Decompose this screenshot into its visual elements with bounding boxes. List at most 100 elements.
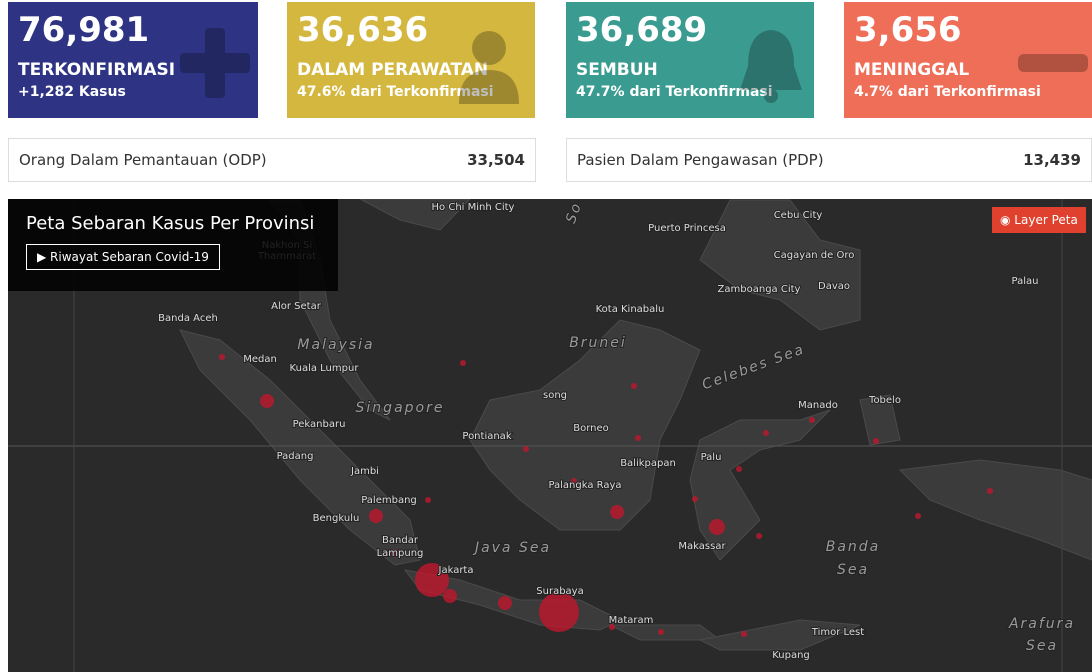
- case-circle[interactable]: [539, 592, 579, 632]
- case-circle[interactable]: [873, 438, 879, 444]
- place-label: Sea: [837, 562, 869, 578]
- place-label: Pekanbaru: [293, 419, 346, 430]
- case-circle[interactable]: [736, 466, 742, 472]
- case-circle[interactable]: [571, 478, 577, 484]
- place-label: Timor Lest: [811, 627, 864, 638]
- place-label: Lampung: [377, 548, 424, 559]
- card: 36,636 DALAM PERAWATAN 47.6% dari Terkon…: [287, 2, 535, 118]
- case-circle[interactable]: [709, 519, 725, 535]
- place-label: Ho Chi Minh City: [432, 202, 515, 213]
- case-circle[interactable]: [756, 533, 762, 539]
- case-circle[interactable]: [915, 513, 921, 519]
- case-circle[interactable]: [369, 509, 383, 523]
- case-circle[interactable]: [260, 394, 274, 408]
- place-label: Palembang: [361, 495, 417, 506]
- case-circle[interactable]: [610, 505, 624, 519]
- case-circle[interactable]: [987, 488, 993, 494]
- card-sub: 4.7% dari Terkonfirmasi: [854, 84, 1041, 100]
- place-label: Balikpapan: [620, 458, 676, 469]
- place-label: Medan: [243, 354, 277, 365]
- place-label: song: [543, 390, 567, 401]
- card-label: TERKONFIRMASI: [18, 60, 176, 80]
- place-label: Palangka Raya: [548, 480, 621, 491]
- place-label: Manado: [798, 400, 838, 411]
- place-label: Kupang: [772, 650, 810, 661]
- case-circle[interactable]: [498, 596, 512, 610]
- card: 76,981 TERKONFIRMASI +1,282 Kasus: [8, 2, 258, 118]
- stat-box: Pasien Dalam Pengawasan (PDP) 13,439: [566, 138, 1092, 182]
- place-label: Zamboanga City: [718, 284, 801, 295]
- place-label: Cebu City: [774, 210, 823, 221]
- card-sub: +1,282 Kasus: [18, 84, 126, 100]
- place-label: Kota Kinabalu: [596, 304, 665, 315]
- place-label: Tobelo: [868, 395, 901, 406]
- case-circle[interactable]: [763, 430, 769, 436]
- layer-button[interactable]: ◉ Layer Peta: [992, 207, 1086, 233]
- place-label: Singapore: [356, 400, 445, 416]
- place-label: Kuala Lumpur: [290, 363, 360, 374]
- stat-box: Orang Dalam Pemantauan (ODP) 33,504: [8, 138, 536, 182]
- place-label: Arafura: [1008, 616, 1075, 632]
- case-circle[interactable]: [460, 360, 466, 366]
- stat-label: Pasien Dalam Pengawasan (PDP): [577, 151, 824, 169]
- icon: [459, 31, 519, 104]
- place-label: Sea: [1026, 638, 1058, 654]
- place-label: Bandar: [382, 535, 419, 546]
- place-label: Davao: [818, 281, 850, 292]
- card-sub: 47.7% dari Terkonfirmasi: [576, 84, 773, 100]
- place-label: Banda Aceh: [158, 313, 218, 324]
- case-circle[interactable]: [219, 354, 225, 360]
- place-label: Bengkulu: [313, 513, 360, 524]
- case-circle[interactable]: [741, 631, 747, 637]
- map-title: Peta Sebaran Kasus Per Provinsi: [26, 213, 315, 234]
- place-label: Jambi: [350, 466, 379, 477]
- card: 36,689 SEMBUH 47.7% dari Terkonfirmasi: [566, 2, 814, 118]
- case-circle[interactable]: [523, 446, 529, 452]
- card: 3,656 MENINGGAL 4.7% dari Terkonfirmasi: [844, 2, 1092, 118]
- place-label: Palau: [1012, 276, 1039, 287]
- stat-label: Orang Dalam Pemantauan (ODP): [19, 151, 267, 169]
- card-value: 36,636: [297, 10, 429, 50]
- case-circle[interactable]: [692, 496, 698, 502]
- place-label: Jakarta: [438, 565, 474, 576]
- case-circle[interactable]: [658, 629, 664, 635]
- place-label: Padang: [277, 451, 314, 462]
- case-circle[interactable]: [635, 435, 641, 441]
- card-label: SEMBUH: [576, 60, 658, 80]
- button-label[interactable]: Riwayat Sebaran Covid-19: [50, 250, 209, 264]
- place-label: Borneo: [573, 423, 609, 434]
- place-label: Java Sea: [472, 540, 551, 556]
- card-value: 36,689: [576, 10, 708, 50]
- card-label: MENINGGAL: [854, 60, 970, 80]
- case-circle[interactable]: [609, 624, 615, 630]
- stat-value: 33,504: [467, 151, 525, 169]
- case-circle[interactable]: [809, 417, 815, 423]
- case-circle[interactable]: [443, 589, 457, 603]
- card-sub: 47.6% dari Terkonfirmasi: [297, 84, 494, 100]
- place-label: Brunei: [569, 335, 627, 351]
- button-label[interactable]: Layer Peta: [1014, 213, 1078, 227]
- card-value: 3,656: [854, 10, 962, 50]
- map-panel: Peta Sebaran Kasus Per Provinsi ▶ Riwaya…: [8, 199, 338, 291]
- place-label: Mataram: [609, 615, 654, 626]
- place-label: Cagayan de Oro: [774, 250, 855, 261]
- case-circle[interactable]: [391, 549, 399, 557]
- place-label: Makassar: [678, 541, 726, 552]
- case-circle[interactable]: [631, 383, 637, 389]
- icon: [180, 28, 250, 98]
- place-label: Puerto Princesa: [648, 223, 726, 234]
- place-label: Pontianak: [462, 431, 511, 442]
- place-label: Alor Setar: [271, 301, 322, 312]
- stat-value: 13,439: [1023, 151, 1081, 169]
- icon: [1018, 54, 1088, 72]
- icon: [740, 30, 802, 103]
- place-label: Surabaya: [536, 586, 583, 597]
- place-label: Palu: [701, 452, 722, 463]
- card-value: 76,981: [18, 10, 150, 50]
- history-button[interactable]: ▶ Riwayat Sebaran Covid-19: [26, 244, 220, 270]
- place-label: Malaysia: [297, 337, 374, 353]
- case-circle[interactable]: [415, 563, 449, 597]
- card-label: DALAM PERAWATAN: [297, 60, 489, 80]
- case-circle[interactable]: [425, 497, 431, 503]
